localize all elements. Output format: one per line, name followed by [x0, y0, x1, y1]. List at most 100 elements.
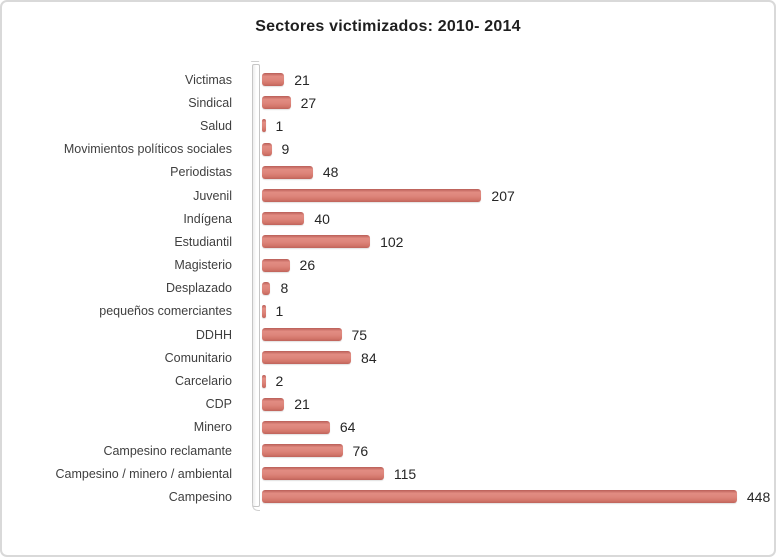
bar	[262, 328, 342, 342]
category-label: Estudiantil	[174, 234, 232, 249]
bar-track: 75	[246, 327, 774, 343]
chart-row: pequeños comerciantes 1	[2, 300, 774, 323]
bar-track: 8	[246, 280, 774, 296]
chart-row: DDHH 75	[2, 323, 774, 346]
bar-track: 115	[246, 466, 774, 482]
chart-row: Estudiantil 102	[2, 230, 774, 253]
bar	[262, 119, 266, 133]
value-label: 76	[352, 442, 369, 459]
chart-row: Movimientos políticos sociales 9	[2, 138, 774, 161]
value-label: 40	[314, 210, 330, 227]
bar	[262, 73, 285, 87]
value-label: 9	[281, 141, 290, 158]
value-label: 448	[746, 488, 771, 505]
chart-title: Sectores victimizados: 2010- 2014	[255, 18, 521, 35]
chart-row: Campesino / minero / ambiental 115	[2, 462, 774, 485]
value-label: 207	[491, 187, 515, 204]
bar-track: 76	[246, 443, 774, 459]
chart-row: Comunitario 84	[2, 346, 774, 369]
chart-row: Victimas 21	[2, 68, 774, 91]
bar	[262, 351, 352, 365]
chart-row: Periodistas 48	[2, 161, 774, 184]
category-label: Campesino / minero / ambiental	[55, 466, 232, 481]
category-label: Periodistas	[170, 165, 232, 180]
chart-row: Campesino reclamante 76	[2, 439, 774, 462]
value-label: 1	[275, 117, 284, 134]
bar-track: 1	[246, 303, 774, 319]
chart-row: Campesino 448	[2, 485, 774, 508]
category-label: Magisterio	[174, 258, 232, 273]
category-label: Movimientos políticos sociales	[63, 142, 232, 157]
chart-row: CDP 21	[2, 393, 774, 416]
bar-track: 102	[246, 234, 774, 250]
category-label: Carcelario	[175, 374, 232, 389]
bar	[262, 397, 285, 411]
bar-track: 2	[246, 373, 774, 389]
category-label: Indígena	[183, 211, 232, 226]
value-label: 26	[299, 257, 316, 274]
category-label: Desplazado	[165, 281, 232, 296]
bar	[262, 165, 313, 179]
category-label: Campesino reclamante	[103, 443, 232, 458]
chart-row: Magisterio 26	[2, 254, 774, 277]
category-label: DDHH	[195, 327, 232, 342]
bar-track: 48	[246, 164, 774, 180]
bar-track: 27	[246, 95, 774, 111]
value-label: 27	[300, 94, 317, 111]
bar	[262, 420, 330, 434]
category-label: Minero	[193, 420, 232, 435]
bar	[262, 490, 737, 504]
chart-row: Carcelario 2	[2, 369, 774, 392]
value-label: 8	[280, 280, 289, 297]
category-label: pequeños comerciantes	[99, 304, 232, 319]
chart-row: Minero 64	[2, 416, 774, 439]
value-label: 48	[322, 164, 339, 181]
chart-row: Juvenil 207	[2, 184, 774, 207]
bar-track: 26	[246, 257, 774, 273]
chart-row: Salud 1	[2, 114, 774, 137]
value-label: 2	[275, 373, 284, 390]
chart-row: Desplazado 8	[2, 277, 774, 300]
bar	[262, 258, 290, 272]
bar-track: 448	[246, 489, 774, 505]
category-label: Campesino	[168, 489, 232, 504]
category-label: Comunitario	[164, 350, 232, 365]
bar	[262, 189, 482, 203]
category-label: Salud	[200, 118, 232, 133]
value-label: 115	[393, 465, 417, 482]
bar-track: 64	[246, 419, 774, 435]
chart-row: Sindical 27	[2, 91, 774, 114]
bar-track: 84	[246, 350, 774, 366]
category-label: CDP	[205, 397, 232, 412]
bar	[262, 374, 266, 388]
y-axis-line	[252, 64, 260, 511]
category-label: Sindical	[188, 95, 232, 110]
bar-track: 21	[246, 396, 774, 412]
bar	[262, 96, 291, 110]
bar	[262, 281, 271, 295]
bar-track: 9	[246, 141, 774, 157]
bar-track: 207	[246, 188, 774, 204]
category-label: Victimas	[184, 72, 232, 87]
value-label: 75	[351, 326, 368, 343]
bar	[262, 212, 305, 226]
value-label: 102	[380, 233, 404, 250]
bar-track: 40	[246, 211, 774, 227]
category-label: Juvenil	[193, 188, 232, 203]
bar	[262, 304, 266, 318]
bar	[262, 235, 371, 249]
bar-track: 21	[246, 72, 774, 88]
bar-rows: Victimas 21 Sindical 27 Salud 1 Movimientos po…	[2, 68, 774, 509]
value-label: 84	[361, 349, 377, 366]
bar-track: 1	[246, 118, 774, 134]
value-label: 1	[275, 303, 284, 320]
plot-area: Victimas 21 Sindical 27 Salud 1 Movimientos po…	[2, 64, 774, 511]
bar	[262, 467, 384, 481]
value-label: 64	[339, 419, 356, 436]
bar	[262, 444, 343, 458]
value-label: 21	[294, 71, 310, 88]
value-label: 21	[294, 396, 310, 413]
bar	[262, 142, 272, 156]
chart-row: Indígena 40	[2, 207, 774, 230]
